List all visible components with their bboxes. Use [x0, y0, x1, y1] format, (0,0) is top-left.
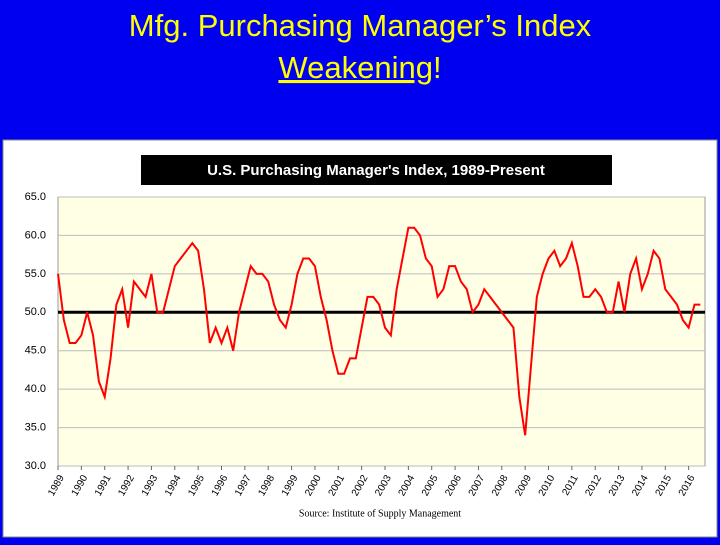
y-tick-label: 40.0: [25, 383, 46, 395]
plot-area: [57, 196, 706, 467]
y-tick-label: 30.0: [25, 460, 46, 472]
punctuation: !: [433, 50, 442, 85]
slide-title: Mfg. Purchasing Manager’s Index: [129, 8, 592, 43]
y-tick-label: 60.0: [25, 229, 46, 241]
y-tick-label: 35.0: [25, 421, 46, 433]
y-tick-label: 55.0: [25, 268, 46, 280]
y-tick-label: 45.0: [25, 345, 46, 357]
chart-title: U.S. Purchasing Manager's Index, 1989-Pr…: [207, 162, 545, 179]
slide-subtitle: Weakening!: [278, 50, 441, 85]
y-tick-label: 65.0: [25, 191, 46, 203]
y-tick-label: 50.0: [25, 306, 46, 318]
chart-title-box: [141, 155, 612, 185]
emphasis: Weakening: [278, 50, 433, 85]
series-line: [57, 226, 701, 436]
source: Source: Institute of Supply Management: [299, 508, 461, 519]
